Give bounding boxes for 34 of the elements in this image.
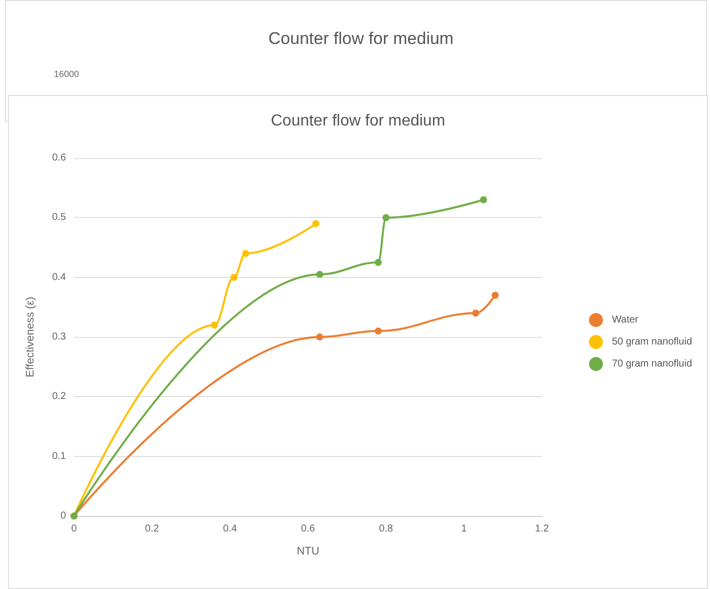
x-tick-label: 0.4 (223, 524, 238, 534)
point (382, 214, 390, 222)
text: 16000 (54, 69, 80, 79)
x-tick-label: 1 (461, 524, 468, 534)
x-tick-label: 0.2 (145, 524, 160, 534)
point (374, 258, 382, 266)
legend-label: 50 gram nanofluid (612, 336, 692, 348)
legend-label: Water (612, 314, 639, 326)
point (210, 322, 218, 329)
point (374, 328, 382, 335)
text: Counter flow for medium (267, 29, 455, 49)
point (316, 270, 324, 278)
x-axis-title: NTU (296, 546, 320, 558)
x-tick-label: 0 (71, 524, 78, 534)
point (242, 250, 250, 257)
y-tick-label: 0.3 (52, 332, 66, 342)
y-tick-label: 0.2 (52, 391, 66, 402)
y-tick-label: 0.1 (52, 450, 66, 462)
point (472, 310, 480, 317)
x-tick-label: 0.6 (301, 524, 316, 534)
chart-title: Counter flow for medium (270, 112, 446, 130)
y-tick-label: 0.5 (52, 212, 66, 224)
y-axis-title: Effectiveness (ε) (24, 296, 36, 378)
point (492, 292, 499, 299)
point (230, 274, 238, 281)
y-tick-label: 0.6 (52, 152, 66, 164)
point (312, 220, 320, 228)
point (316, 334, 324, 340)
x-tick-label: 0.8 (379, 524, 394, 534)
point (480, 196, 487, 204)
y-tick-label: 0 (60, 510, 66, 522)
legend-label: 70 gram nanofluid (612, 358, 692, 370)
y-tick-label: 0.4 (52, 272, 66, 283)
x-tick-label: 1.2 (535, 524, 550, 534)
